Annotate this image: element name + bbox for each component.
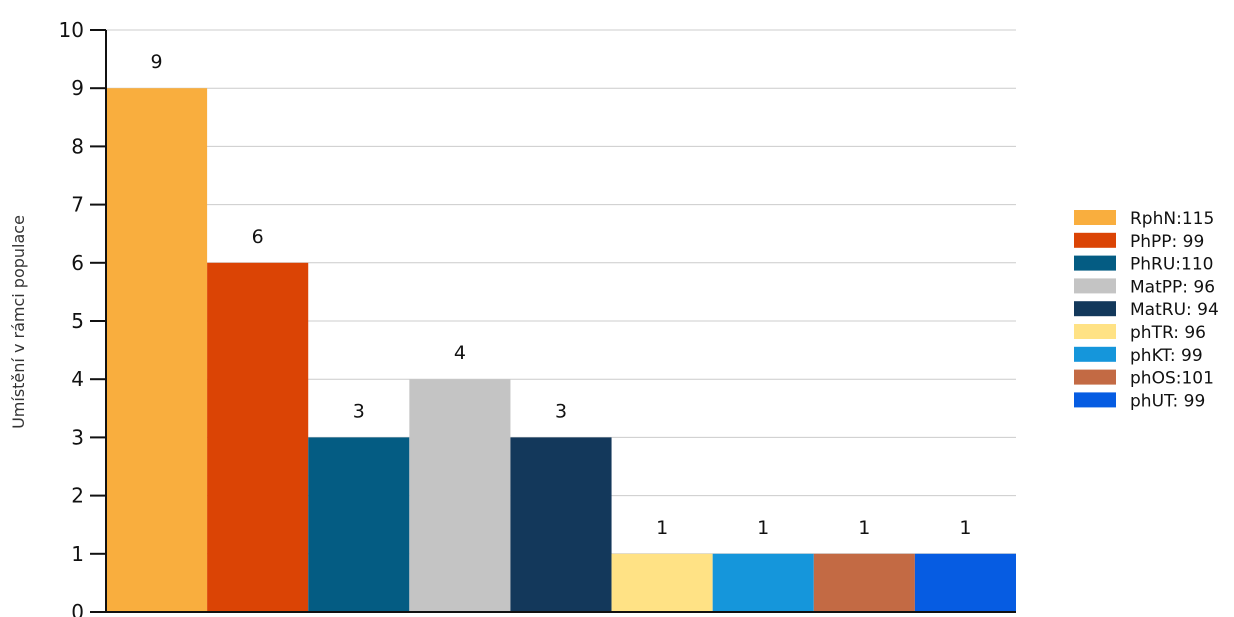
bar-value-label: 1: [959, 517, 971, 539]
bar: [813, 553, 915, 612]
y-tick-label: 7: [71, 193, 84, 217]
legend-swatch: [1074, 301, 1116, 317]
legend-label: phKT: 99: [1130, 346, 1203, 366]
y-tick-label: 9: [71, 76, 84, 100]
bar-value-label: 1: [858, 517, 870, 539]
legend-swatch: [1074, 278, 1116, 294]
bar: [409, 379, 511, 612]
legend-label: RphN:115: [1130, 209, 1214, 229]
legend-swatch: [1074, 210, 1116, 225]
y-tick-label: 0: [71, 600, 84, 617]
bar: [914, 553, 1016, 612]
y-tick-label: 5: [71, 309, 84, 333]
bar-value-label: 1: [757, 517, 769, 539]
legend-label: PhRU:110: [1130, 255, 1213, 275]
bar: [106, 88, 208, 612]
legend-label: MatPP: 96: [1130, 277, 1215, 297]
legend-swatch: [1074, 346, 1116, 362]
bar: [308, 437, 410, 612]
legend-swatch: [1074, 255, 1116, 271]
bar-value-label: 4: [454, 342, 466, 364]
legend-label: PhPP: 99: [1130, 232, 1204, 252]
bar: [510, 437, 612, 612]
legend-label: phTR: 96: [1130, 323, 1206, 343]
legend-label: phOS:101: [1130, 369, 1214, 389]
y-axis: 0 1 2 3 4 5 6 7 8 9 10: [59, 18, 1016, 617]
y-tick-label: 4: [71, 367, 84, 391]
bar-value-label: 9: [151, 51, 163, 73]
data-labels: 9 6 3 4 3 1 1 1 1: [151, 51, 972, 539]
y-tick-label: 1: [71, 542, 84, 566]
bar-value-label: 3: [353, 400, 365, 422]
legend-label: MatRU: 94: [1130, 300, 1219, 320]
legend-swatch: [1074, 232, 1116, 248]
bar-value-label: 1: [656, 517, 668, 539]
bar: [712, 553, 814, 612]
bar-value-label: 3: [555, 400, 567, 422]
y-tick-label: 2: [71, 484, 84, 508]
bar-value-label: 6: [252, 226, 264, 248]
bar: [611, 553, 713, 612]
legend-swatch: [1074, 392, 1116, 408]
y-tick-label: 10: [59, 18, 84, 42]
bar: [207, 262, 309, 612]
y-tick-label: 6: [71, 251, 84, 275]
legend-label: phUT: 99: [1130, 391, 1205, 411]
y-axis-title: Umístění v rámci populace: [9, 215, 28, 429]
y-tick-label: 8: [71, 134, 84, 158]
y-tick-label: 3: [71, 425, 84, 449]
legend-swatch: [1074, 324, 1116, 339]
legend-swatch: [1074, 369, 1116, 385]
bars: [106, 88, 1016, 612]
